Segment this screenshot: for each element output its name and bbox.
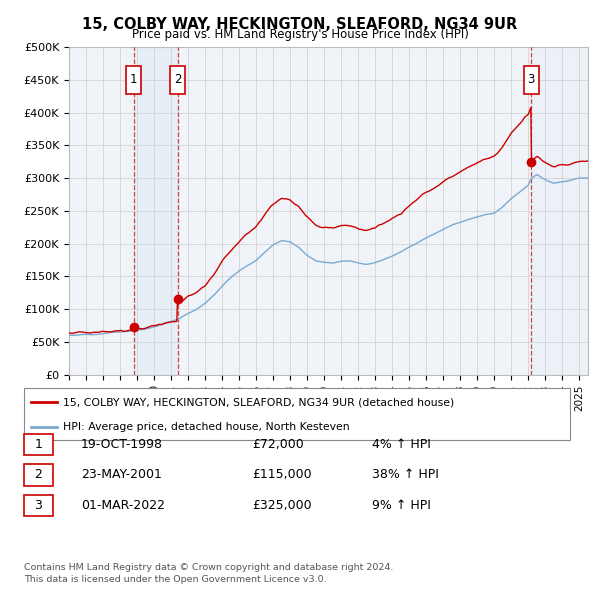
Text: 3: 3 <box>527 73 535 87</box>
Text: 9% ↑ HPI: 9% ↑ HPI <box>372 499 431 512</box>
Text: Price paid vs. HM Land Registry's House Price Index (HPI): Price paid vs. HM Land Registry's House … <box>131 28 469 41</box>
Text: 1: 1 <box>34 438 43 451</box>
Text: £72,000: £72,000 <box>252 438 304 451</box>
Text: 2: 2 <box>174 73 181 87</box>
Text: 01-MAR-2022: 01-MAR-2022 <box>81 499 165 512</box>
FancyBboxPatch shape <box>170 65 185 94</box>
Text: 38% ↑ HPI: 38% ↑ HPI <box>372 468 439 481</box>
Text: HPI: Average price, detached house, North Kesteven: HPI: Average price, detached house, Nort… <box>63 422 350 431</box>
Text: Contains HM Land Registry data © Crown copyright and database right 2024.: Contains HM Land Registry data © Crown c… <box>24 563 394 572</box>
Text: 15, COLBY WAY, HECKINGTON, SLEAFORD, NG34 9UR: 15, COLBY WAY, HECKINGTON, SLEAFORD, NG3… <box>82 17 518 31</box>
Text: £115,000: £115,000 <box>252 468 311 481</box>
FancyBboxPatch shape <box>126 65 142 94</box>
Text: 23-MAY-2001: 23-MAY-2001 <box>81 468 162 481</box>
Bar <box>532 47 588 375</box>
Text: 15, COLBY WAY, HECKINGTON, SLEAFORD, NG34 9UR (detached house): 15, COLBY WAY, HECKINGTON, SLEAFORD, NG3… <box>63 397 454 407</box>
Text: £325,000: £325,000 <box>252 499 311 512</box>
Text: 3: 3 <box>34 499 43 512</box>
FancyBboxPatch shape <box>524 65 539 94</box>
Text: This data is licensed under the Open Government Licence v3.0.: This data is licensed under the Open Gov… <box>24 575 326 584</box>
Text: 4% ↑ HPI: 4% ↑ HPI <box>372 438 431 451</box>
Text: 2: 2 <box>34 468 43 481</box>
Text: 1: 1 <box>130 73 137 87</box>
Text: 19-OCT-1998: 19-OCT-1998 <box>81 438 163 451</box>
Bar <box>134 47 178 375</box>
